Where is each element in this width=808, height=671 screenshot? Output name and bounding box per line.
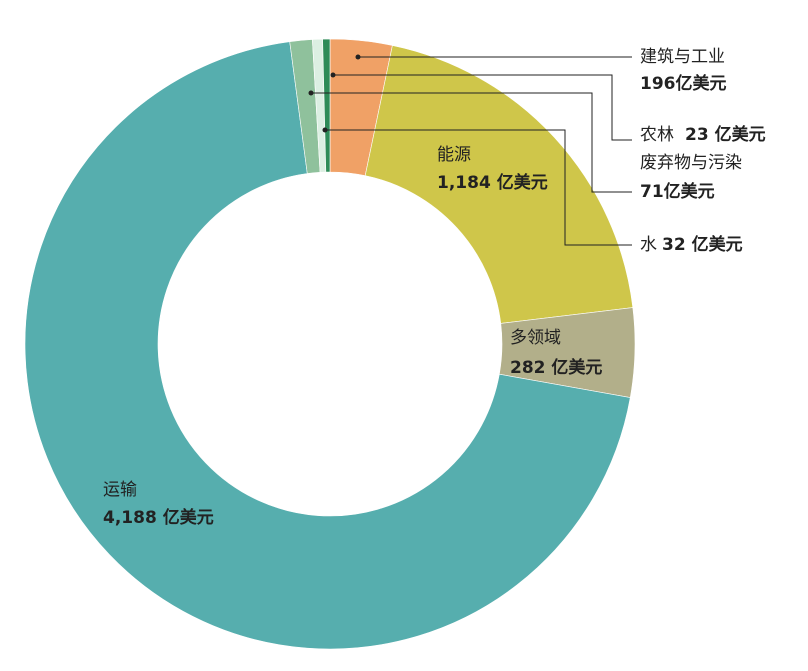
value-label: 23 亿美元 [685, 124, 766, 145]
leader-line [311, 92, 632, 193]
donut-slice [364, 45, 634, 324]
slice-label: 能源 [437, 145, 471, 165]
value-label: 196亿美元 [640, 73, 727, 94]
slice-label: 运输 [103, 480, 137, 500]
slice-label: 水 [640, 235, 657, 255]
donut-slice [322, 38, 331, 173]
leader-dot [355, 54, 361, 60]
value-label: 4,188 亿美元 [103, 507, 214, 528]
value-label: 1,184 亿美元 [437, 172, 548, 193]
leader-line [333, 74, 632, 141]
leader-dot [308, 90, 314, 96]
leader-line [325, 129, 632, 246]
slice-label: 建筑与工业 [640, 47, 725, 67]
leader-dot [322, 127, 328, 133]
donut-slice [24, 41, 631, 650]
value-label: 282 亿美元 [510, 357, 602, 378]
slice-label: 农林 [640, 125, 674, 145]
leader-dot [330, 72, 336, 78]
value-label: 32 亿美元 [662, 234, 743, 255]
slice-label: 废弃物与污染 [640, 153, 742, 173]
value-label: 71亿美元 [640, 181, 715, 202]
slice-label: 多领域 [510, 328, 561, 348]
